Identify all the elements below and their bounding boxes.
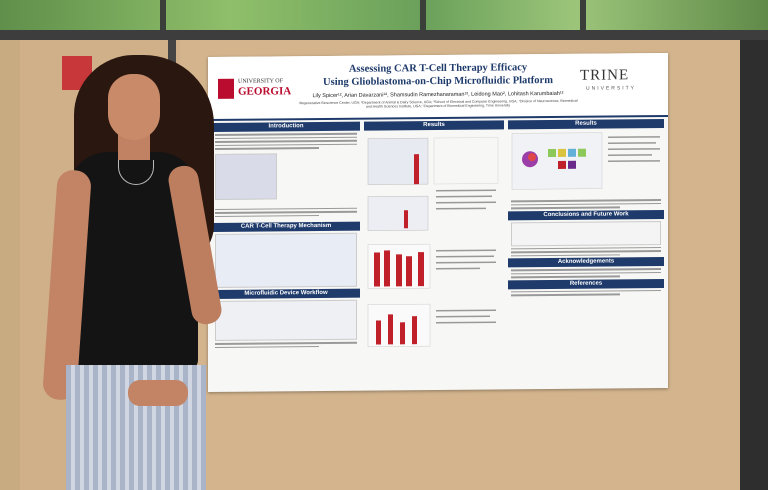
window-frame bbox=[580, 0, 586, 40]
person-face bbox=[108, 74, 160, 140]
results-heatmap bbox=[511, 132, 660, 190]
poster-column-3: Results Conclusions bbox=[508, 119, 664, 298]
section-workflow: Microfluidic Device Workflow bbox=[212, 288, 360, 299]
poster-column-1: Introduction CAR T-Cell Therapy Mechanis… bbox=[212, 121, 360, 350]
poster-title-line-1: Assessing CAR T-Cell Therapy Efficacy bbox=[348, 62, 528, 75]
section-car-mechanism: CAR T-Cell Therapy Mechanism bbox=[212, 221, 360, 232]
uga-text-main: GEORGIA bbox=[238, 85, 292, 98]
intro-figure bbox=[215, 152, 277, 200]
uga-text-top: UNIVERSITY OF bbox=[238, 78, 283, 85]
person-hands bbox=[128, 380, 188, 406]
research-poster: UNIVERSITY OF GEORGIA Assessing CAR T-Ce… bbox=[208, 52, 668, 393]
conclusions-figure bbox=[511, 220, 661, 246]
poster-title-line-2: Using Glioblastoma-on-Chip Microfluidic … bbox=[323, 74, 553, 89]
results-figures bbox=[364, 129, 504, 390]
section-conclusions: Conclusions and Future Work bbox=[508, 209, 664, 220]
poster-affiliations: ¹Regenerative Bioscience Center, UGA; ²D… bbox=[298, 98, 578, 109]
car-mechanism-figure bbox=[215, 232, 357, 288]
display-panel-edge bbox=[740, 40, 768, 490]
poster-column-2: Results bbox=[364, 120, 504, 390]
section-acknowledgements: Acknowledgements bbox=[508, 257, 664, 268]
section-references: References bbox=[508, 278, 664, 289]
window-frame bbox=[160, 0, 166, 40]
workflow-figure bbox=[215, 299, 357, 341]
trine-subtitle: UNIVERSITY bbox=[586, 85, 637, 92]
poster-authors: Lily Spicer¹², Arian Davarzani¹², Shamsu… bbox=[312, 90, 564, 100]
poster-header: UNIVERSITY OF GEORGIA Assessing CAR T-Ce… bbox=[208, 52, 668, 122]
window-frame bbox=[420, 0, 426, 40]
trine-logo: TRINE bbox=[580, 67, 630, 84]
section-introduction: Introduction bbox=[212, 121, 360, 132]
uga-logo-icon bbox=[218, 78, 234, 99]
results-charts bbox=[367, 137, 499, 347]
panel-rail bbox=[0, 30, 768, 40]
